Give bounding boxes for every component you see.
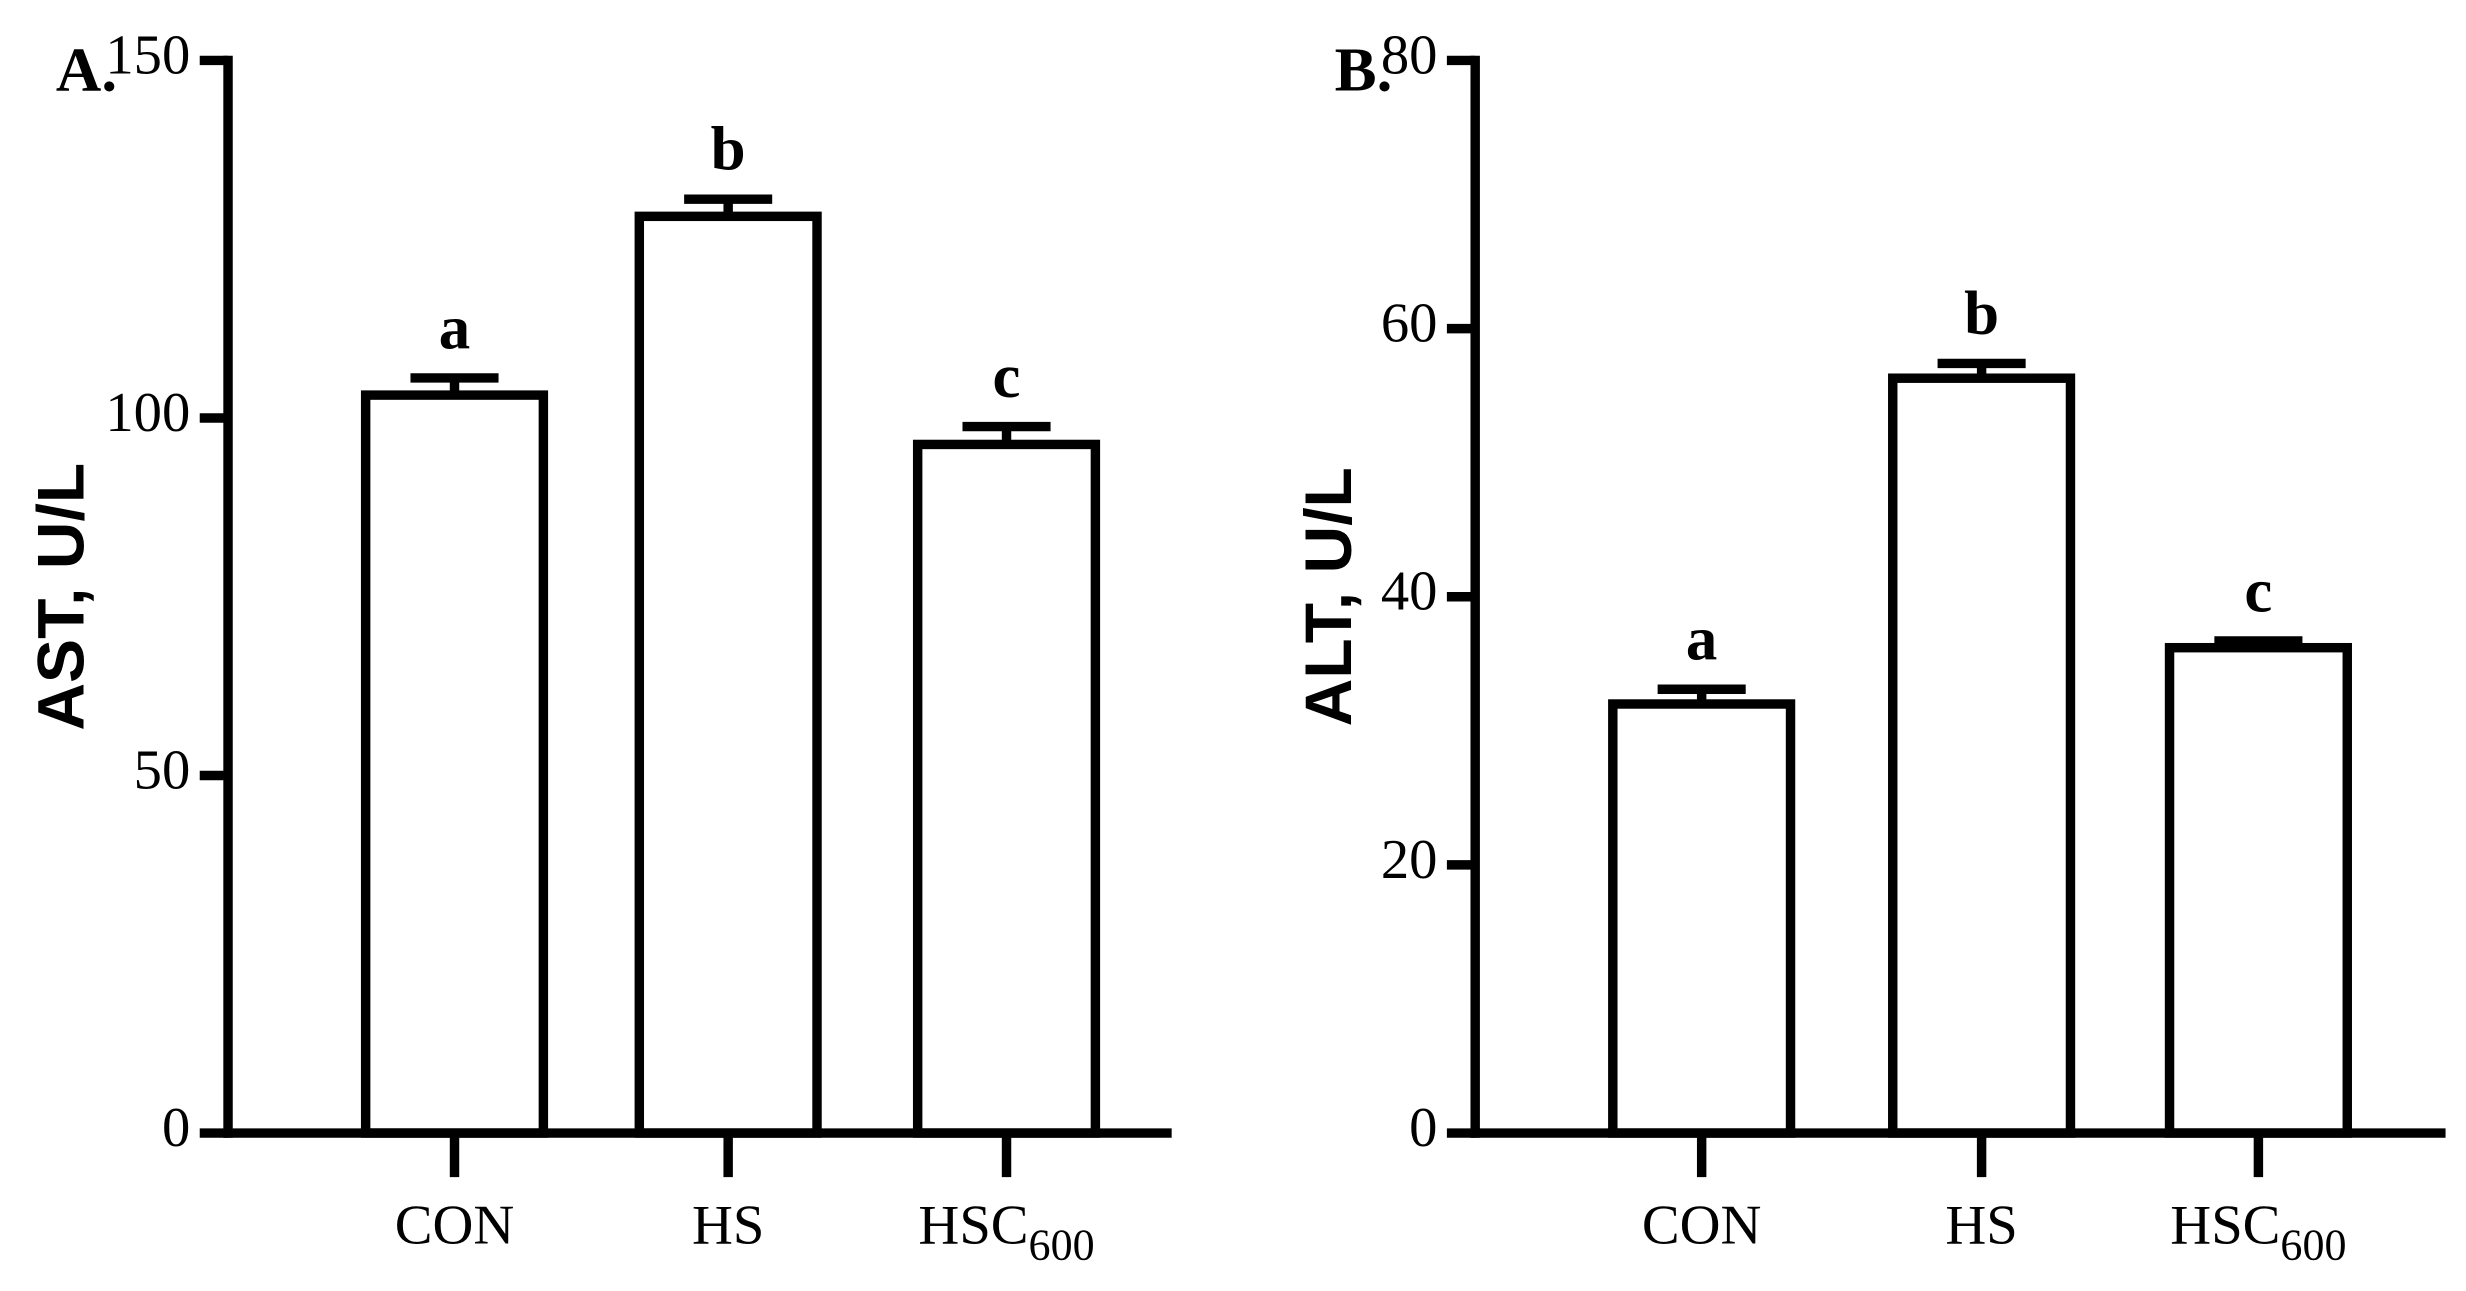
significance-letter: b <box>1964 278 1999 348</box>
significance-letter: a <box>439 292 470 362</box>
bar <box>360 390 549 1138</box>
y-tick-label: 50 <box>134 739 191 801</box>
x-tick-label: HS <box>692 1195 764 1257</box>
category-name: HS <box>1945 1195 2017 1257</box>
significance-letter: a <box>1686 604 1717 674</box>
category-subscript: 600 <box>1029 1221 1095 1270</box>
y-axis-label: ALT, U/L <box>1291 467 1365 726</box>
category-name: HS <box>692 1195 764 1257</box>
category-name: HSC <box>2170 1195 2280 1257</box>
category-name: HSC <box>918 1195 1028 1257</box>
y-tick-label: 0 <box>1409 1097 1437 1159</box>
bar <box>2164 642 2352 1138</box>
y-tick-label: 80 <box>1381 24 1438 86</box>
y-tick-label: 100 <box>105 382 190 444</box>
x-tick-label: CON <box>1642 1195 1762 1257</box>
y-tick-label: 20 <box>1381 829 1438 891</box>
panel-label: A. <box>56 35 117 105</box>
x-tick-label: HSC600 <box>918 1195 1094 1270</box>
bar <box>912 439 1101 1138</box>
panel: B. ALT, U/L 0 20 40 60 80 a CON b HS c HSC600 <box>1291 24 2446 1270</box>
panel: A. AST, U/L 0 50 100 150 a CON b HS c HSC600 <box>24 24 1172 1270</box>
category-name: CON <box>1642 1195 1762 1257</box>
bar <box>634 211 822 1138</box>
y-tick-label: 150 <box>105 24 190 86</box>
significance-letter: c <box>993 341 1021 411</box>
significance-letter: c <box>2244 555 2272 625</box>
x-tick-label: CON <box>395 1195 515 1257</box>
y-axis-label: AST, U/L <box>24 463 98 731</box>
y-tick-label: 0 <box>162 1097 190 1159</box>
bar <box>1608 699 1796 1138</box>
panel-label: B. <box>1335 35 1393 105</box>
x-tick-label: HS <box>1945 1195 2017 1257</box>
significance-letter: b <box>711 114 746 184</box>
category-subscript: 600 <box>2280 1221 2346 1270</box>
category-name: CON <box>395 1195 515 1257</box>
y-tick-label: 60 <box>1381 293 1438 355</box>
bar <box>1888 373 2076 1138</box>
x-tick-label: HSC600 <box>2170 1195 2346 1270</box>
y-tick-label: 40 <box>1381 561 1438 623</box>
